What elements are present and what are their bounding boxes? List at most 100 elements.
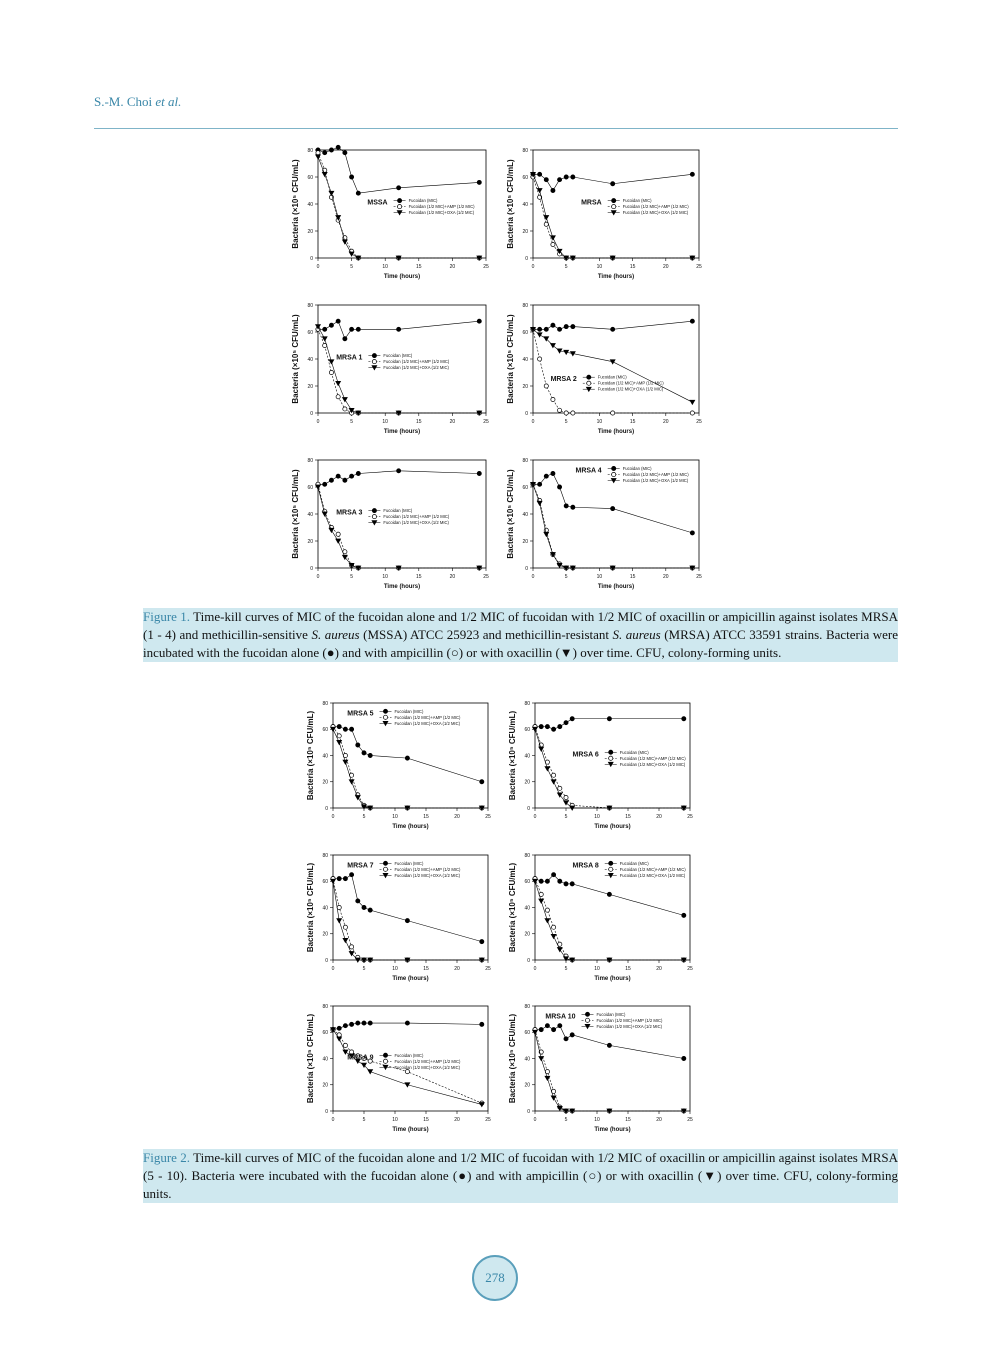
marker — [476, 471, 482, 476]
series-line — [532, 174, 693, 259]
marker — [355, 255, 362, 261]
marker — [336, 724, 342, 730]
legend-marker — [611, 204, 617, 210]
marker — [563, 720, 569, 726]
marker — [556, 947, 563, 953]
marker — [536, 332, 543, 338]
y-axis-label: Bacteria (×10⁵ CFU/mL) — [508, 710, 517, 800]
x-axis-label: Time (hours) — [594, 824, 630, 830]
marker — [606, 805, 613, 811]
chart-panel: 0 20 40 60 80 0 5 10 15 20 25 Time (hours) Bacteria … — [291, 303, 489, 435]
x-axis-label: Time (hours) — [392, 1127, 428, 1133]
panel-title: MRSA 8 — [573, 862, 599, 869]
x-tick-label: 25 — [696, 264, 702, 270]
figure-caption: Figure 1. Time-kill curves of MIC of the… — [143, 608, 898, 662]
x-axis-label: Time (hours) — [384, 584, 420, 590]
marker — [543, 326, 549, 332]
y-tick-label: 40 — [307, 357, 313, 363]
x-axis-label: Time (hours) — [598, 584, 634, 590]
marker — [349, 326, 355, 332]
legend-label: Fucoidan (1/2 MIC)+AMP (1/2 MIC) — [395, 1059, 462, 1064]
y-tick-label: 40 — [522, 512, 528, 518]
marker — [550, 779, 557, 785]
marker — [680, 805, 687, 811]
marker — [689, 530, 695, 536]
legend-label: Fucoidan (1/2 MIC)+OXA (1/2 MIC) — [383, 365, 449, 370]
marker — [361, 1020, 367, 1026]
legend-marker — [611, 472, 617, 477]
legend-marker — [397, 204, 403, 210]
marker — [404, 805, 411, 811]
y-tick-label: 60 — [524, 879, 530, 885]
marker — [551, 772, 557, 778]
x-tick-label: 0 — [332, 966, 335, 972]
marker — [355, 1053, 361, 1059]
x-tick-label: 15 — [625, 1117, 631, 1123]
marker — [543, 531, 550, 538]
marker — [562, 956, 570, 962]
marker — [349, 726, 355, 732]
marker — [348, 951, 355, 957]
marker — [563, 795, 569, 800]
marker — [529, 481, 537, 488]
legend-label: Fucoidan (1/2 MIC)+AMP (1/2 MIC) — [598, 381, 665, 386]
marker — [342, 150, 348, 156]
marker — [563, 349, 570, 356]
marker — [531, 726, 539, 733]
legend-marker — [585, 1011, 590, 1017]
marker — [551, 726, 557, 732]
y-tick-label: 20 — [307, 539, 313, 545]
y-tick-label: 0 — [325, 1109, 328, 1115]
legend-marker — [585, 386, 592, 393]
x-tick-label: 15 — [423, 966, 429, 972]
marker — [544, 724, 550, 730]
x-tick-label: 25 — [687, 966, 693, 972]
legend-marker — [608, 755, 614, 761]
x-tick-label: 25 — [485, 1117, 491, 1123]
y-tick-label: 40 — [522, 202, 528, 208]
x-tick-label: 20 — [656, 966, 662, 972]
marker — [342, 876, 348, 882]
plot-frame — [532, 304, 700, 414]
legend-label: Fucoidan (MIC) — [395, 1053, 424, 1058]
marker — [538, 898, 545, 904]
y-tick-label: 20 — [307, 384, 313, 390]
legend-marker — [607, 872, 614, 879]
x-tick-label: 10 — [594, 814, 600, 820]
chart-panel: 0 20 40 60 80 0 5 10 15 20 25 Time (hours) Bacteria … — [508, 1004, 693, 1133]
x-axis-label: Time (hours) — [594, 1127, 630, 1133]
y-tick-label: 0 — [310, 411, 313, 417]
marker — [544, 1075, 551, 1082]
y-axis-label: Bacteria (×10⁵ CFU/mL) — [291, 314, 300, 404]
marker — [404, 1020, 410, 1026]
y-tick-label: 20 — [307, 229, 313, 235]
y-tick-label: 60 — [322, 727, 328, 733]
marker — [336, 905, 342, 910]
y-axis-label: Bacteria (×10⁵ CFU/mL) — [506, 159, 515, 249]
marker — [361, 750, 367, 756]
marker — [315, 150, 321, 156]
marker — [609, 565, 616, 571]
marker — [538, 878, 544, 884]
x-tick-label: 20 — [454, 1117, 460, 1123]
marker — [543, 383, 549, 389]
y-tick-label: 40 — [322, 905, 328, 911]
legend-marker — [383, 714, 388, 720]
marker — [557, 724, 563, 730]
marker — [335, 215, 342, 221]
x-tick-label: 0 — [534, 966, 537, 972]
legend-marker — [383, 866, 388, 872]
marker — [563, 881, 569, 887]
y-tick-label: 0 — [527, 806, 530, 812]
marker — [479, 939, 485, 945]
y-axis-label: Bacteria (×10⁵ CFU/mL) — [306, 710, 315, 800]
legend-marker — [608, 866, 614, 872]
marker — [360, 804, 368, 810]
marker — [314, 484, 322, 490]
x-tick-label: 15 — [630, 574, 636, 580]
x-tick-label: 0 — [317, 264, 320, 270]
marker — [342, 406, 348, 412]
marker — [348, 407, 355, 414]
marker — [404, 918, 410, 924]
